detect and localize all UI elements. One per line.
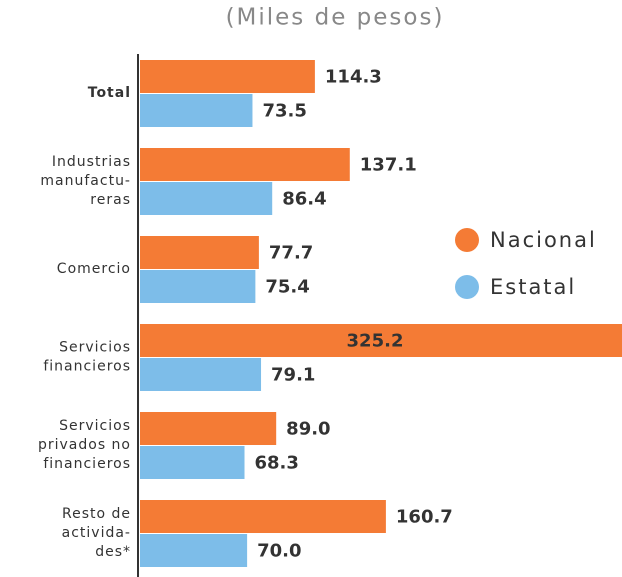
legend-swatch bbox=[455, 228, 479, 252]
chart-subtitle: (Miles de pesos) bbox=[226, 5, 445, 31]
category-label: privados no bbox=[38, 437, 131, 453]
category-label: activida- bbox=[62, 525, 131, 541]
value-label: 79.1 bbox=[271, 365, 315, 386]
bar bbox=[140, 94, 253, 127]
category-label: Industrias bbox=[52, 154, 131, 170]
value-label: 75.4 bbox=[265, 277, 309, 298]
bar bbox=[140, 148, 350, 181]
bar bbox=[140, 236, 259, 269]
category-label: reras bbox=[90, 192, 131, 208]
value-label: 137.1 bbox=[360, 155, 417, 176]
value-label: 73.5 bbox=[262, 101, 306, 122]
value-label: 86.4 bbox=[282, 189, 326, 210]
bar bbox=[140, 534, 248, 567]
legend-label: Estatal bbox=[490, 275, 576, 299]
category-label: manufactu- bbox=[40, 173, 131, 189]
bar bbox=[140, 500, 386, 533]
category-label: des* bbox=[95, 544, 131, 560]
legend-swatch bbox=[455, 275, 479, 299]
value-label: 70.0 bbox=[257, 541, 301, 562]
category-label: Servicios bbox=[59, 418, 131, 434]
legend-label: Nacional bbox=[490, 228, 597, 252]
bar bbox=[140, 358, 262, 391]
category-label: financieros bbox=[43, 456, 131, 472]
bar bbox=[140, 182, 273, 215]
bar bbox=[140, 270, 256, 303]
bar bbox=[140, 446, 245, 479]
category-label: Total bbox=[88, 85, 131, 101]
value-label: 114.3 bbox=[325, 67, 382, 88]
category-label: Servicios bbox=[59, 340, 131, 356]
bar bbox=[140, 60, 315, 93]
value-label: 325.2 bbox=[347, 331, 404, 352]
bar bbox=[140, 412, 277, 445]
category-label: Comercio bbox=[57, 261, 131, 277]
category-label: financieros bbox=[43, 359, 131, 375]
bar bbox=[140, 324, 622, 357]
value-label: 68.3 bbox=[255, 453, 299, 474]
value-label: 77.7 bbox=[269, 243, 313, 264]
value-label: 160.7 bbox=[396, 507, 453, 528]
value-label: 89.0 bbox=[286, 419, 330, 440]
category-label: Resto de bbox=[62, 506, 131, 522]
